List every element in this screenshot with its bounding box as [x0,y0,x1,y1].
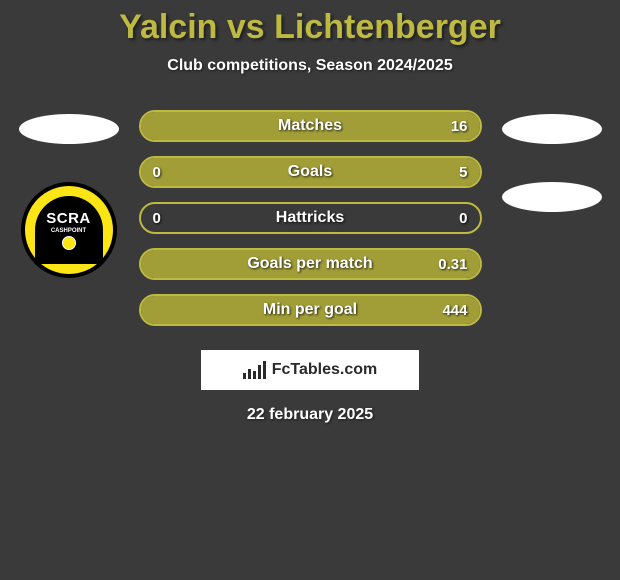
player-right-avatar-placeholder [502,114,602,144]
right-column [502,110,602,212]
left-column: SCRA CASHPOINT [19,110,119,278]
stat-bar: 0 Hattricks 0 [139,202,482,234]
stats-column: Matches 16 0 Goals 5 0 Hattricks 0 Goals per mat… [139,110,482,326]
badge-ball-icon [62,236,76,250]
bar-label: Matches [278,117,342,135]
subtitle: Club competitions, Season 2024/2025 [167,57,452,75]
stat-bar: Min per goal 444 [139,294,482,326]
brand-chart-icon [243,361,266,379]
badge-text-1: SCRA [46,210,91,227]
page-title: Yalcin vs Lichtenberger [119,8,501,47]
bar-label: Min per goal [263,301,357,319]
brand-box: FcTables.com [201,350,419,390]
stat-bar: Goals per match 0.31 [139,248,482,280]
brand-text: FcTables.com [272,361,378,379]
bar-value-right: 0.31 [438,256,467,273]
bar-value-left: 0 [153,164,161,181]
club-badge-right-placeholder [502,182,602,212]
bar-value-left: 0 [153,210,161,227]
club-badge-left: SCRA CASHPOINT [21,182,117,278]
badge-inner: SCRA CASHPOINT [35,196,103,264]
bar-label: Goals per match [247,255,372,273]
stat-bar: 0 Goals 5 [139,156,482,188]
player-left-avatar-placeholder [19,114,119,144]
bar-value-right: 444 [442,302,467,319]
bar-label: Hattricks [276,209,344,227]
bar-label: Goals [288,163,332,181]
bar-value-right: 16 [451,118,468,135]
bar-value-right: 5 [459,164,467,181]
bar-value-right: 0 [459,210,467,227]
stat-bar: Matches 16 [139,110,482,142]
date-text: 22 february 2025 [247,406,373,424]
content-row: SCRA CASHPOINT Matches 16 0 Goals 5 0 Hattrick… [0,110,620,326]
badge-text-2: CASHPOINT [51,228,86,234]
